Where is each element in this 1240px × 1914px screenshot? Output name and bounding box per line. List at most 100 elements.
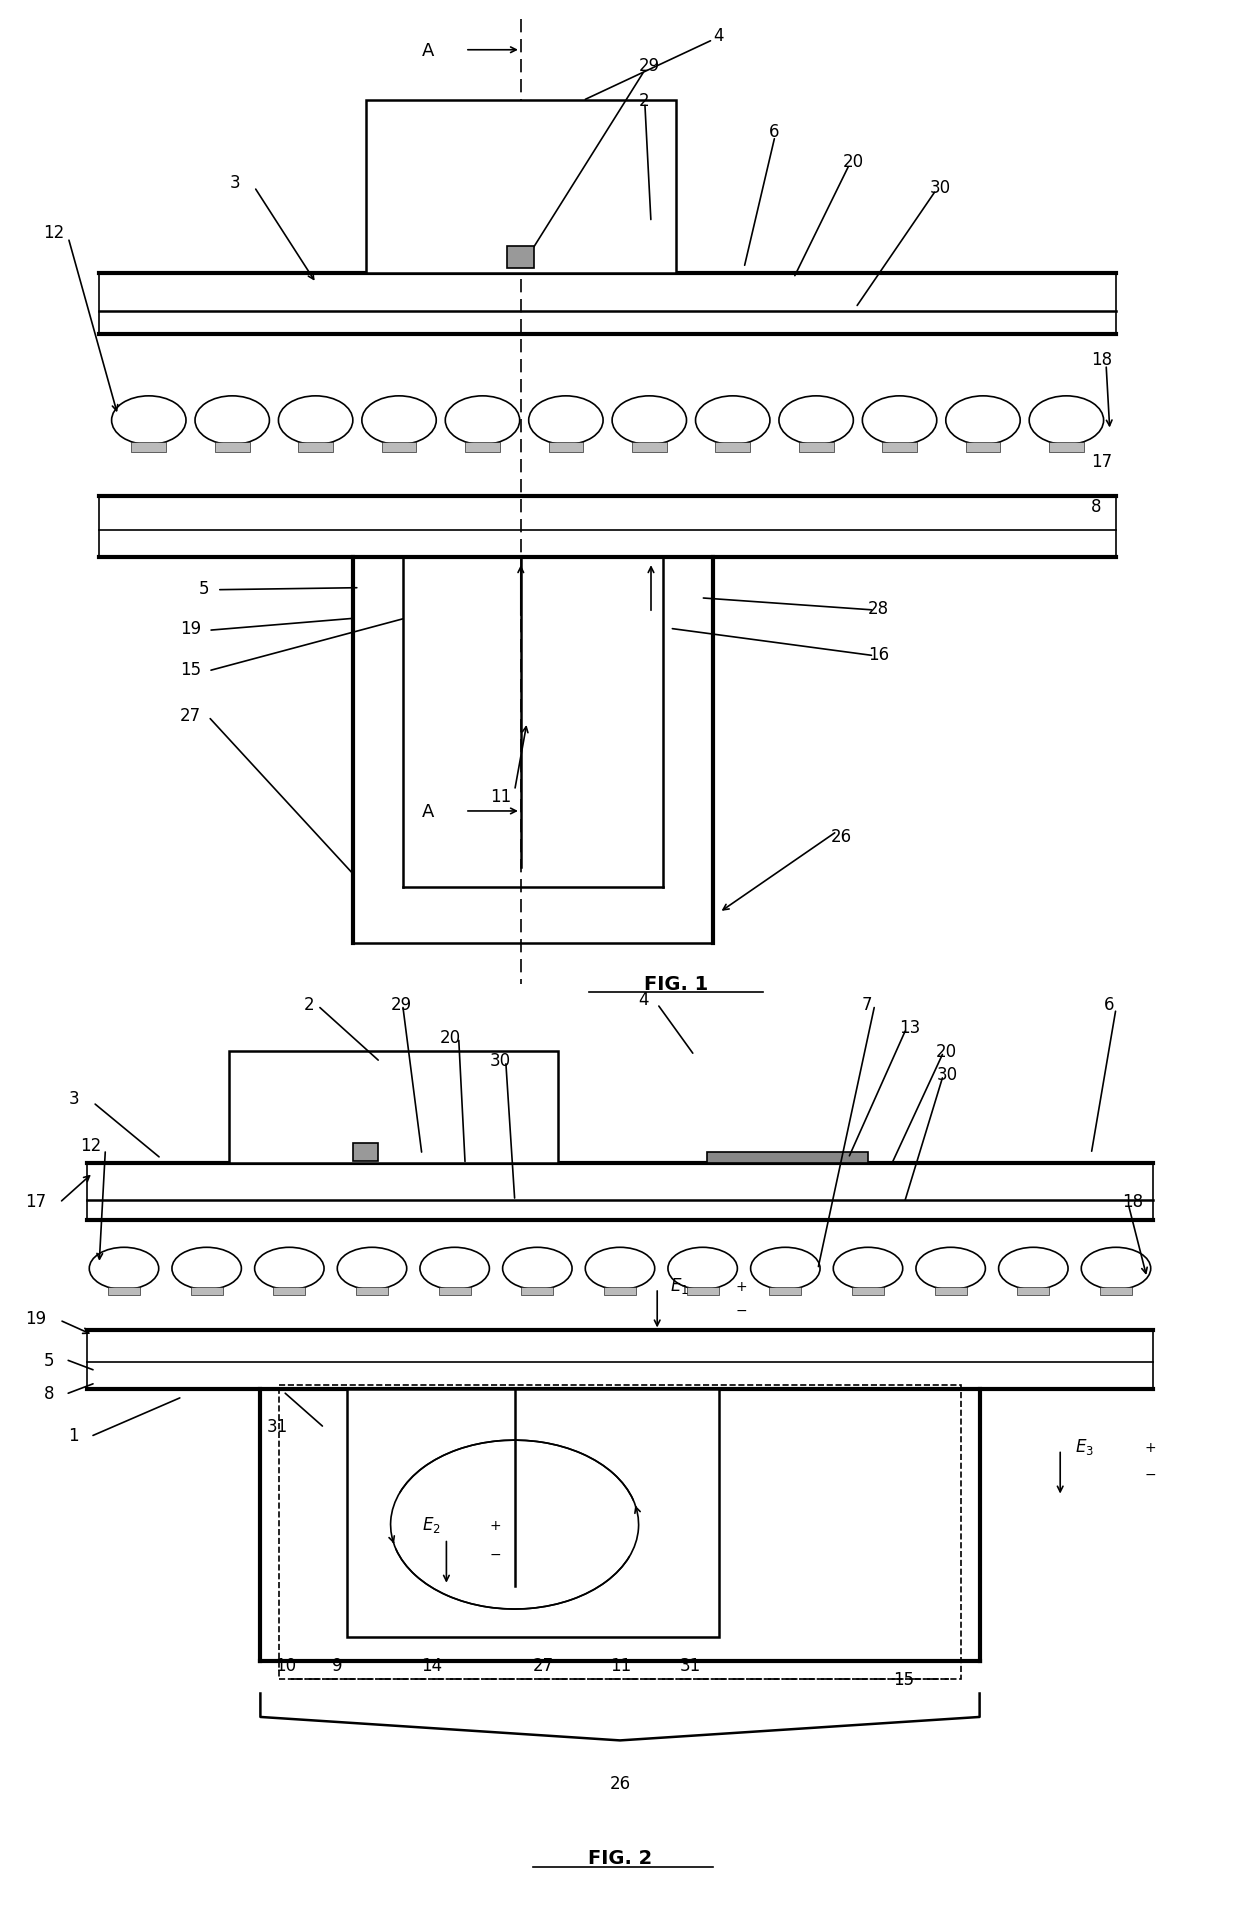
Text: +: + [735, 1279, 746, 1294]
Ellipse shape [112, 396, 186, 446]
Text: 15: 15 [893, 1671, 914, 1688]
Bar [108, 1286, 140, 1296]
Text: 20: 20 [440, 1028, 461, 1047]
Text: 19: 19 [25, 1309, 46, 1328]
Text: 13: 13 [899, 1018, 920, 1037]
Bar [966, 442, 1001, 452]
Ellipse shape [337, 1248, 407, 1290]
Ellipse shape [1081, 1248, 1151, 1290]
Bar [279, 1386, 961, 1680]
Bar [852, 1286, 884, 1296]
Ellipse shape [585, 1248, 655, 1290]
Text: 29: 29 [391, 995, 412, 1013]
Text: 30: 30 [490, 1051, 511, 1070]
Bar [353, 1143, 378, 1162]
Text: 27: 27 [533, 1656, 554, 1675]
Text: $E_2$: $E_2$ [422, 1514, 440, 1535]
Text: 17: 17 [25, 1192, 46, 1210]
Text: 5: 5 [198, 580, 208, 597]
Bar [687, 1286, 719, 1296]
Text: 11: 11 [610, 1656, 631, 1675]
Ellipse shape [420, 1248, 490, 1290]
Text: +: + [1145, 1441, 1156, 1455]
Text: 10: 10 [275, 1656, 296, 1675]
Text: 12: 12 [81, 1137, 102, 1154]
Text: 30: 30 [936, 1066, 957, 1083]
Text: 9: 9 [332, 1656, 342, 1675]
Ellipse shape [362, 396, 436, 446]
Bar [935, 1286, 967, 1296]
Bar [1049, 442, 1084, 452]
Text: 5: 5 [43, 1351, 53, 1370]
Text: 2: 2 [639, 92, 650, 111]
Text: $E_3$: $E_3$ [1075, 1437, 1094, 1457]
Ellipse shape [946, 396, 1021, 446]
Ellipse shape [833, 1248, 903, 1290]
Text: 8: 8 [1091, 498, 1101, 517]
Text: 18: 18 [1091, 350, 1112, 369]
Bar [273, 1286, 305, 1296]
Bar [356, 1286, 388, 1296]
Bar [465, 442, 500, 452]
Ellipse shape [696, 396, 770, 446]
Text: 8: 8 [43, 1384, 53, 1403]
Ellipse shape [1029, 396, 1104, 446]
Text: 11: 11 [490, 787, 511, 806]
Bar [439, 1286, 471, 1296]
Text: 12: 12 [43, 224, 64, 243]
Ellipse shape [668, 1248, 738, 1290]
Text: 28: 28 [868, 599, 889, 618]
Text: 3: 3 [68, 1089, 79, 1106]
Bar [548, 442, 583, 452]
Text: −: − [490, 1547, 501, 1560]
Bar [1100, 1286, 1132, 1296]
Bar [191, 1286, 223, 1296]
Text: 17: 17 [1091, 452, 1112, 471]
Ellipse shape [195, 396, 269, 446]
Bar [1017, 1286, 1049, 1296]
Ellipse shape [613, 396, 687, 446]
Bar [347, 1390, 719, 1636]
Text: 30: 30 [930, 178, 951, 197]
Ellipse shape [528, 396, 603, 446]
Ellipse shape [862, 396, 936, 446]
Text: 4: 4 [713, 27, 723, 44]
Bar [229, 1051, 558, 1164]
Text: −: − [1145, 1466, 1156, 1481]
Ellipse shape [89, 1248, 159, 1290]
Ellipse shape [998, 1248, 1068, 1290]
Bar [715, 442, 750, 452]
Text: 31: 31 [680, 1656, 701, 1675]
Ellipse shape [779, 396, 853, 446]
Text: 15: 15 [180, 660, 201, 678]
Text: 6: 6 [769, 122, 779, 142]
Ellipse shape [254, 1248, 324, 1290]
Ellipse shape [445, 396, 520, 446]
Ellipse shape [502, 1248, 572, 1290]
Text: 20: 20 [936, 1043, 957, 1060]
Text: 4: 4 [639, 991, 649, 1009]
Text: $E_1$: $E_1$ [670, 1275, 688, 1296]
Bar [769, 1286, 801, 1296]
Text: FIG. 2: FIG. 2 [588, 1849, 652, 1868]
Text: 16: 16 [868, 645, 889, 664]
Bar [707, 1152, 868, 1164]
Text: A: A [422, 42, 434, 59]
Text: FIG. 1: FIG. 1 [644, 974, 708, 993]
Bar [799, 442, 833, 452]
Bar [131, 442, 166, 452]
Bar [882, 442, 916, 452]
Ellipse shape [172, 1248, 242, 1290]
Text: 18: 18 [1122, 1192, 1143, 1210]
Bar [521, 1286, 553, 1296]
Text: −: − [735, 1303, 746, 1317]
Text: +: + [490, 1518, 501, 1533]
Text: A: A [422, 802, 434, 821]
Bar [382, 442, 417, 452]
Text: 27: 27 [180, 706, 201, 723]
Bar [632, 442, 667, 452]
Ellipse shape [750, 1248, 820, 1290]
Text: 1: 1 [68, 1426, 79, 1445]
Text: 20: 20 [843, 153, 864, 170]
Text: 6: 6 [1104, 995, 1114, 1013]
